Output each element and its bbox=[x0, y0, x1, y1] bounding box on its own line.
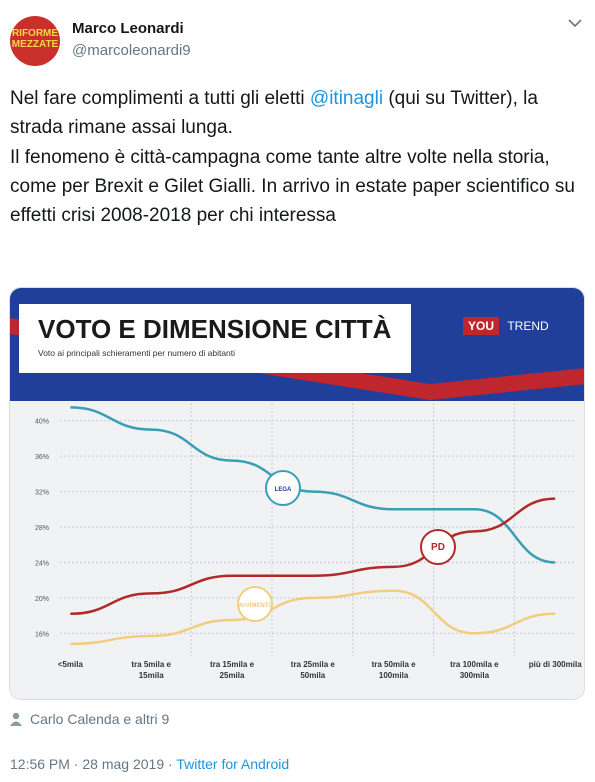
liked-by[interactable]: Carlo Calenda e altri 9 bbox=[30, 711, 170, 727]
x-tick-label: <5mila bbox=[57, 660, 83, 669]
avatar[interactable]: RIFORME MEZZATE bbox=[10, 16, 60, 66]
legend-badge bbox=[265, 470, 301, 506]
series-line bbox=[70, 589, 556, 646]
chart-subtitle: Voto ai principali schieramenti per nume… bbox=[38, 348, 235, 358]
plot-bg bbox=[10, 401, 584, 699]
brand: TREND bbox=[507, 319, 549, 333]
y-tick-label: 20% bbox=[35, 596, 49, 603]
chart-title: VOTO E DIMENSIONE CITTÀ bbox=[38, 314, 392, 344]
x-tick-label: tra 5mila e 15mila bbox=[131, 660, 171, 680]
y-tick-label: 28% bbox=[35, 525, 49, 532]
legend-label: MoVIMENTO bbox=[237, 603, 273, 609]
legend-label: LEGA bbox=[275, 487, 292, 493]
author-name[interactable]: Marco Leonardi bbox=[72, 20, 184, 37]
person-icon bbox=[10, 712, 22, 726]
x-tick-label: tra 50mila e 100mila bbox=[371, 660, 416, 680]
x-tick-label: tra 100mila e 300mila bbox=[450, 660, 499, 680]
y-tick-label: 36% bbox=[35, 454, 49, 461]
timestamp: 12:56 PM · 28 mag 2019 · Twitter for And… bbox=[10, 756, 290, 772]
legend-badge bbox=[420, 529, 456, 565]
time: 12:56 PM bbox=[10, 756, 70, 772]
brand-box bbox=[499, 317, 557, 335]
chart-image[interactable]: VOTO E DIMENSIONE CITTÀ Voto ai principa… bbox=[9, 287, 585, 700]
x-tick-label: tra 15mila e 25mila bbox=[209, 660, 255, 680]
series-line bbox=[70, 406, 556, 564]
avatar-text: RIFORME bbox=[11, 28, 59, 39]
handle[interactable]: @marcoleonardi9 bbox=[72, 42, 191, 59]
series-line bbox=[70, 497, 556, 616]
brand-box bbox=[463, 317, 499, 335]
avatar-text: MEZZATE bbox=[11, 39, 59, 50]
x-tick-label: tra 25mila e 50mila bbox=[290, 660, 335, 680]
text: (qui su Twitter), la strada rimane assai… bbox=[10, 88, 538, 138]
y-tick-label: 32% bbox=[35, 490, 49, 497]
chart: VOTO E DIMENSIONE CITTÀ Voto ai principa… bbox=[10, 288, 584, 699]
header-band bbox=[19, 304, 411, 373]
x-tick-label: più di 300mila bbox=[528, 660, 582, 669]
tweet-text: Il fenomeno è città-campagna come tante … bbox=[10, 147, 575, 226]
y-tick-label: 16% bbox=[35, 631, 49, 638]
tweet-text: Nel fare complimenti a tutti gli eletti … bbox=[10, 84, 580, 142]
menu-chevron[interactable] bbox=[568, 18, 582, 28]
brand: YOU bbox=[468, 319, 494, 333]
source[interactable]: Twitter for Android bbox=[176, 756, 290, 772]
legend-badge bbox=[237, 586, 273, 622]
text: Nel fare complimenti a tutti gli eletti bbox=[10, 88, 310, 109]
y-tick-label: 40% bbox=[35, 419, 49, 426]
legend-label: PD bbox=[431, 542, 445, 553]
date: 28 mag 2019 bbox=[82, 756, 165, 772]
mention[interactable]: @itinagli bbox=[309, 88, 384, 109]
y-tick-label: 24% bbox=[35, 560, 49, 567]
